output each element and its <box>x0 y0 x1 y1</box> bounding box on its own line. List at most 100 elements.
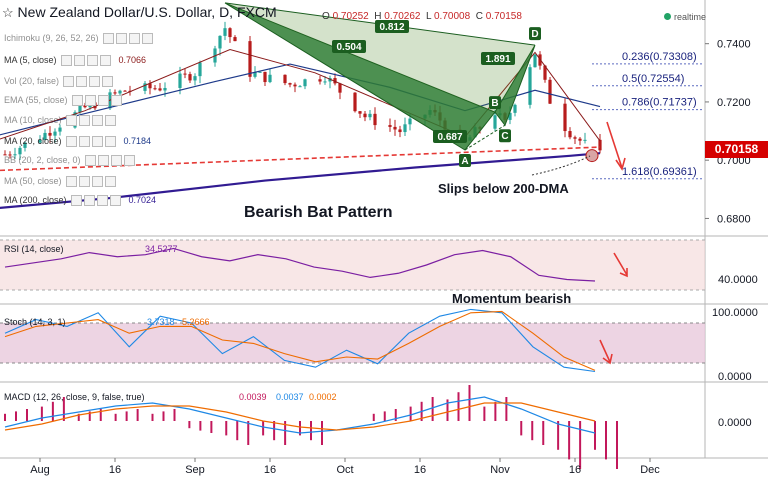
time-tick-7: 16 <box>569 464 581 476</box>
rsi-line <box>4 247 596 282</box>
macd-line <box>4 396 596 434</box>
candle-body <box>118 90 122 94</box>
point-d-label: D <box>531 29 538 40</box>
candle-body <box>573 137 577 139</box>
candle-body <box>403 124 407 133</box>
candle-body <box>218 35 222 49</box>
ratio-3: 0.687 <box>437 132 462 143</box>
candle-body <box>353 92 357 112</box>
candle-body <box>248 41 252 77</box>
point-a-label-box <box>459 153 471 167</box>
indicator-ma5[interactable]: MA (5, close) 0.7066 <box>4 55 147 67</box>
candle-body <box>178 73 182 88</box>
fib-level-label-2: 0.786(0.71737) <box>622 97 697 109</box>
rsi-band <box>0 240 705 290</box>
candle-body <box>18 147 22 155</box>
candle-body <box>398 129 402 133</box>
point-c-label-box <box>499 129 511 143</box>
candle-body <box>318 79 322 82</box>
candle-body <box>543 65 547 80</box>
macd-signal-value: 0.0037 <box>276 392 304 402</box>
current-price-label: 0.70158 <box>705 141 768 158</box>
note-text: Slips below 200-DMA <box>438 181 569 196</box>
indicator-ichimoku[interactable]: Ichimoku (9, 26, 52, 26) <box>4 33 155 45</box>
time-tick-8: Dec <box>640 464 660 476</box>
candle-body <box>358 111 362 114</box>
point-b-label: B <box>491 98 498 109</box>
momentum-note: Momentum bearish <box>452 291 571 306</box>
time-tick-3: 16 <box>264 464 276 476</box>
indicator-ema55[interactable]: EMA (55, close) <box>4 95 124 107</box>
note-pointer-arrow <box>531 155 591 176</box>
candle-body <box>303 79 307 87</box>
pattern-name: Bearish Bat Pattern <box>244 204 393 221</box>
candle-body <box>563 103 567 132</box>
candle-body <box>193 76 197 81</box>
candle-body <box>293 84 297 87</box>
candle-body <box>148 83 152 89</box>
ma20-line <box>0 63 601 136</box>
time-tick-1: 16 <box>109 464 121 476</box>
candle-body <box>533 54 537 68</box>
candle-body <box>123 90 127 92</box>
stoch-axis-bottom: 0.0000 <box>718 371 752 383</box>
candle-body <box>263 71 267 83</box>
fib-level-label-1: 0.5(0.72554) <box>622 73 684 85</box>
candle-body <box>158 88 162 91</box>
stoch-band <box>0 323 705 363</box>
candle-body <box>598 139 602 151</box>
macd-signal-line <box>4 402 596 431</box>
pattern-triangle-xab <box>224 2 496 151</box>
time-tick-2: Sep <box>185 464 205 476</box>
macd-title: MACD (12, 26, close, 9, false, true) <box>4 392 145 402</box>
candle-body <box>143 83 147 91</box>
candle-body <box>368 113 372 118</box>
candle-body <box>298 86 302 88</box>
stoch-k-value: 3.7318 <box>147 317 175 327</box>
candle-body <box>198 62 202 77</box>
candle-body <box>408 118 412 125</box>
candle-body <box>508 112 512 120</box>
candle-body <box>83 105 87 108</box>
candle-body <box>513 104 517 113</box>
candle-body <box>153 88 157 90</box>
candle-body <box>13 154 17 156</box>
highlight-circle <box>585 149 599 163</box>
price-tick-2: 0.7200 <box>717 97 751 109</box>
candle-body <box>493 115 497 129</box>
macd-axis-tick: 0.0000 <box>718 417 752 429</box>
ratio-1-box <box>332 40 366 53</box>
price-tick-3: 0.7400 <box>717 39 751 51</box>
indicator-ma200[interactable]: MA (200, close) 0.7024 <box>4 195 157 207</box>
live-dot-icon <box>663 13 671 20</box>
ratio-0-box <box>375 20 409 33</box>
star-icon[interactable]: ☆ <box>2 5 14 20</box>
macd-value: 0.0039 <box>239 392 267 402</box>
candle-body <box>183 73 187 75</box>
candle-body <box>8 154 12 156</box>
point-d-label-box <box>529 27 541 41</box>
symbol-name: New Zealand Dollar/U.S. Dollar, D, FXCM <box>17 4 277 20</box>
time-tick-4: Oct <box>336 464 353 476</box>
rsi-down-arrow <box>613 252 628 278</box>
candle-body <box>323 81 327 83</box>
candle-body <box>3 154 7 156</box>
ratio-3-box <box>433 130 467 143</box>
candle-body <box>338 83 342 93</box>
time-tick-6: Nov <box>490 464 510 476</box>
candle-body <box>268 74 272 83</box>
stoch-k-line <box>4 308 596 373</box>
candle-body <box>78 105 82 113</box>
candle-body <box>528 67 532 105</box>
indicator-bb[interactable]: BB (20, 2, close, 0) <box>4 155 137 167</box>
indicator-ma-row4[interactable]: MA (10, close) <box>4 115 118 127</box>
candle-body <box>283 74 287 84</box>
indicator-ma20[interactable]: MA (20, close) 0.7184 <box>4 136 152 148</box>
ratio-1: 0.504 <box>336 42 361 53</box>
candle-body <box>53 131 57 136</box>
indicator-vol[interactable]: Vol (20, false) <box>4 76 115 88</box>
indicator-ma50[interactable]: MA (50, close) <box>4 176 118 188</box>
down-arrow-main <box>606 121 623 169</box>
indicator-buttons[interactable] <box>102 33 155 45</box>
